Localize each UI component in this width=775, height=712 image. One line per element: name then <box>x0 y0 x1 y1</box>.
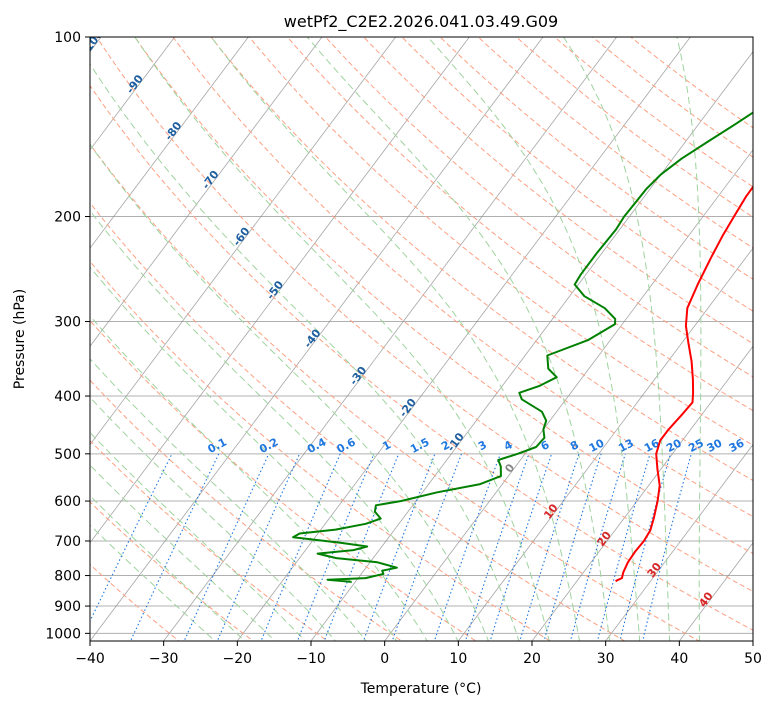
mixing-ratio-label: 13 <box>616 436 636 455</box>
chart-title: wetPf2_C2E2.2026.041.03.49.G09 <box>284 12 558 32</box>
x-tick-label: 30 <box>597 651 615 667</box>
dry-adiabat-line <box>0 30 194 653</box>
y-tick-label: 500 <box>54 447 81 463</box>
isotherm-label: -20 <box>397 396 420 420</box>
isotherm-label: -30 <box>347 364 370 388</box>
mixing-ratio-line <box>210 454 300 658</box>
temperature-profile-line <box>616 37 775 581</box>
x-tick-label: 20 <box>523 651 541 667</box>
x-tick-label: 0 <box>380 651 389 667</box>
x-tick-label: 10 <box>449 651 467 667</box>
mixing-ratio-label: 0.2 <box>257 435 280 456</box>
mixing-ratio-label: 36 <box>727 436 747 455</box>
mixing-ratio-label: 6 <box>539 438 552 453</box>
y-tick-label: 800 <box>54 569 81 585</box>
moist-adiabat-line <box>135 37 553 653</box>
dry-adiabat-line <box>168 30 775 653</box>
dry-adiabat-line <box>433 30 775 653</box>
y-tick-label: 300 <box>54 315 81 331</box>
mixing-ratio-line <box>291 454 374 658</box>
isotherm-line <box>446 10 775 658</box>
mixing-ratio-label: 25 <box>686 436 706 455</box>
isotherm-label: -90 <box>124 72 147 96</box>
dry-adiabat-line <box>471 30 775 653</box>
isotherm-line <box>372 10 775 658</box>
y-tick-label: 1000 <box>45 626 81 642</box>
mixing-ratio-line <box>616 454 671 658</box>
y-axis-label: Pressure (hPa) <box>12 289 28 389</box>
y-tick-label: 700 <box>54 534 81 550</box>
mixing-ratio-line <box>429 454 501 658</box>
plot-frame <box>90 37 753 641</box>
dry-adiabat-line <box>206 30 775 653</box>
mixing-ratio-label: 30 <box>705 436 725 455</box>
mixing-ratio-line <box>485 454 552 658</box>
isotherm-label: 10 <box>541 501 561 521</box>
dry-adiabat-line <box>357 30 775 653</box>
y-tick-label: 600 <box>54 494 81 510</box>
isotherm-label: -80 <box>162 119 185 143</box>
isotherm-label: -100 <box>79 27 106 57</box>
mixing-ratio-label: 0.1 <box>206 435 229 456</box>
y-tick-label: 100 <box>54 30 81 46</box>
x-tick-label: 50 <box>744 651 762 667</box>
isotherm-line <box>667 10 775 658</box>
isotherm-line <box>4 10 490 658</box>
x-tick-label: −30 <box>149 651 179 667</box>
isotherm-line <box>151 10 637 658</box>
mixing-ratio-label: 1.5 <box>408 435 431 456</box>
y-tick-label: 400 <box>54 389 81 405</box>
x-tick-label: −40 <box>75 651 105 667</box>
isotherm-label: 30 <box>645 560 665 580</box>
mixing-ratio-label: 3 <box>476 438 489 453</box>
moist-adiabat-line <box>63 105 493 653</box>
y-tick-label: 900 <box>54 599 81 615</box>
mixing-ratio-label: 4 <box>502 438 515 453</box>
mixing-ratio-line <box>123 454 219 658</box>
mixing-ratio-line <box>539 454 601 658</box>
dry-adiabat-line <box>92 30 775 653</box>
mixing-ratio-label: 8 <box>568 438 581 453</box>
isotherm-line <box>0 10 195 658</box>
mixing-ratio-label: 10 <box>587 436 607 455</box>
mixing-ratio-line <box>639 454 692 658</box>
isotherm-label: -70 <box>199 168 222 192</box>
mixing-ratio-label: 1 <box>380 438 393 453</box>
mixing-ratio-label: 0.6 <box>335 435 359 456</box>
moist-adiabat-line <box>0 229 346 653</box>
isotherm-label: -40 <box>301 326 324 350</box>
isotherm-label: 0 <box>502 461 517 475</box>
moist-adiabat-line <box>0 269 287 653</box>
x-tick-label: −20 <box>223 651 253 667</box>
mixing-ratio-label: 20 <box>664 436 684 455</box>
mixing-ratio-line <box>386 454 461 658</box>
x-tick-label: −10 <box>296 651 326 667</box>
isotherm-line <box>740 10 775 658</box>
isotherm-line <box>225 10 711 658</box>
dry-adiabat-line <box>0 30 270 653</box>
isotherm-line <box>0 10 342 658</box>
x-axis-label: Temperature (°C) <box>360 681 482 697</box>
isotherm-label: -50 <box>264 278 287 302</box>
y-tick-label: 200 <box>54 210 81 226</box>
x-tick-label: 40 <box>670 651 688 667</box>
